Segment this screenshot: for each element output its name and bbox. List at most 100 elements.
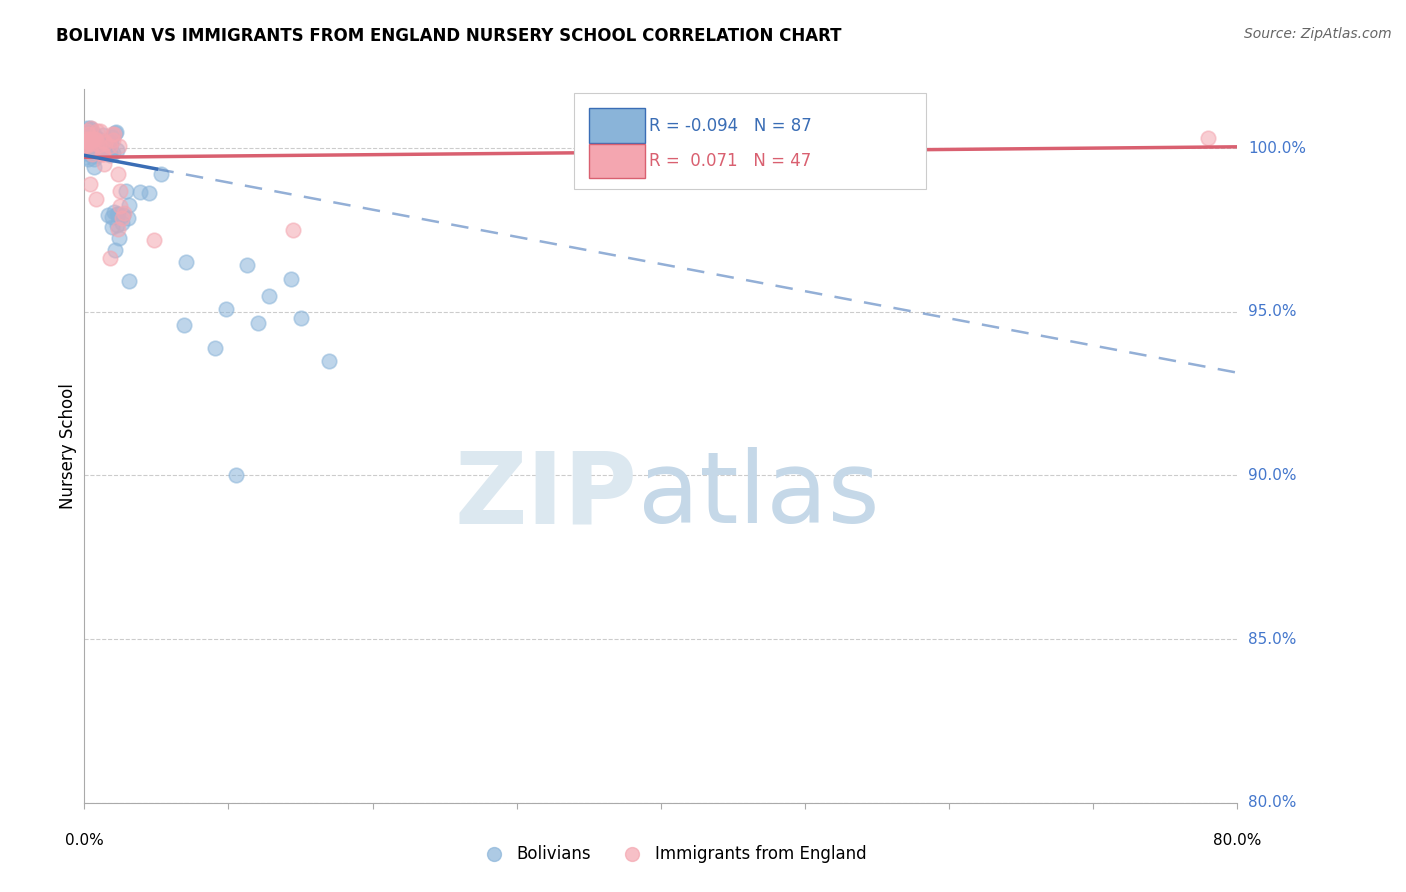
- Point: [84, 141, 107, 155]
- Text: R = -0.094   N = 87: R = -0.094 N = 87: [650, 117, 813, 135]
- Point: [91, 138, 114, 153]
- Point: [86, 124, 108, 138]
- Point: [75, 141, 97, 155]
- Point: [98, 138, 121, 153]
- Text: 90.0%: 90.0%: [1249, 468, 1296, 483]
- Text: Source: ZipAtlas.com: Source: ZipAtlas.com: [1244, 27, 1392, 41]
- Point: [101, 220, 124, 235]
- Point: [107, 222, 129, 236]
- Point: [105, 206, 128, 220]
- Point: [290, 310, 312, 325]
- Point: [77, 152, 100, 166]
- Point: [100, 127, 122, 141]
- Point: [111, 208, 134, 222]
- Point: [225, 468, 247, 483]
- Point: [87, 132, 110, 146]
- Point: [100, 136, 122, 150]
- Point: [84, 149, 107, 163]
- Point: [107, 231, 129, 245]
- Point: [75, 137, 97, 152]
- Point: [97, 208, 120, 222]
- FancyBboxPatch shape: [575, 93, 927, 189]
- Text: atlas: atlas: [638, 448, 879, 544]
- Point: [84, 132, 107, 146]
- Point: [142, 233, 165, 247]
- Point: [89, 140, 111, 154]
- Point: [80, 122, 103, 136]
- Point: [91, 146, 114, 161]
- Point: [80, 136, 103, 150]
- Point: [283, 223, 305, 237]
- Text: 85.0%: 85.0%: [1249, 632, 1296, 647]
- Point: [108, 184, 131, 198]
- Point: [118, 274, 141, 288]
- Point: [82, 128, 104, 142]
- Point: [259, 289, 281, 303]
- Point: [91, 136, 114, 151]
- Point: [77, 134, 100, 148]
- Point: [86, 133, 108, 147]
- Point: [76, 146, 98, 161]
- Point: [80, 133, 103, 147]
- Point: [75, 139, 97, 153]
- Point: [101, 133, 124, 147]
- Point: [101, 211, 124, 225]
- Point: [105, 219, 128, 233]
- Point: [84, 148, 107, 162]
- Point: [115, 184, 138, 198]
- Point: [80, 133, 103, 147]
- Point: [98, 146, 121, 161]
- Point: [98, 251, 121, 265]
- Point: [77, 127, 100, 141]
- Text: 80.0%: 80.0%: [1249, 796, 1296, 810]
- Y-axis label: Nursery School: Nursery School: [59, 383, 77, 509]
- Point: [93, 134, 115, 148]
- Point: [80, 133, 103, 147]
- Point: [104, 243, 127, 257]
- Point: [82, 144, 104, 158]
- Point: [82, 132, 104, 146]
- Point: [77, 137, 100, 152]
- Point: [112, 206, 135, 220]
- Point: [80, 125, 103, 139]
- Point: [103, 128, 125, 142]
- Text: 0.0%: 0.0%: [65, 833, 104, 848]
- Point: [89, 135, 111, 149]
- Point: [111, 216, 134, 230]
- Point: [173, 318, 195, 333]
- Point: [215, 302, 238, 317]
- Point: [80, 133, 103, 147]
- Point: [204, 341, 226, 355]
- Point: [80, 121, 103, 136]
- Point: [150, 167, 173, 181]
- Point: [318, 354, 340, 368]
- Point: [80, 136, 103, 151]
- Point: [87, 132, 110, 146]
- Point: [79, 177, 101, 191]
- Point: [79, 136, 101, 150]
- Point: [82, 128, 104, 143]
- Point: [103, 146, 125, 161]
- Text: Immigrants from England: Immigrants from England: [655, 846, 866, 863]
- Point: [89, 124, 111, 138]
- Point: [79, 136, 101, 150]
- Point: [118, 198, 141, 212]
- Point: [83, 127, 105, 141]
- Text: 95.0%: 95.0%: [1249, 304, 1296, 319]
- Point: [75, 136, 97, 151]
- Point: [86, 133, 108, 147]
- Point: [246, 316, 269, 330]
- Point: [117, 211, 139, 225]
- Point: [87, 145, 110, 159]
- Point: [129, 185, 152, 199]
- Text: ZIP: ZIP: [456, 448, 638, 544]
- Point: [77, 133, 100, 147]
- Point: [104, 126, 127, 140]
- Point: [174, 255, 197, 269]
- Text: BOLIVIAN VS IMMIGRANTS FROM ENGLAND NURSERY SCHOOL CORRELATION CHART: BOLIVIAN VS IMMIGRANTS FROM ENGLAND NURS…: [56, 27, 842, 45]
- Point: [105, 143, 128, 157]
- Point: [97, 139, 120, 153]
- Point: [91, 128, 114, 143]
- Point: [98, 148, 121, 162]
- Point: [93, 157, 115, 171]
